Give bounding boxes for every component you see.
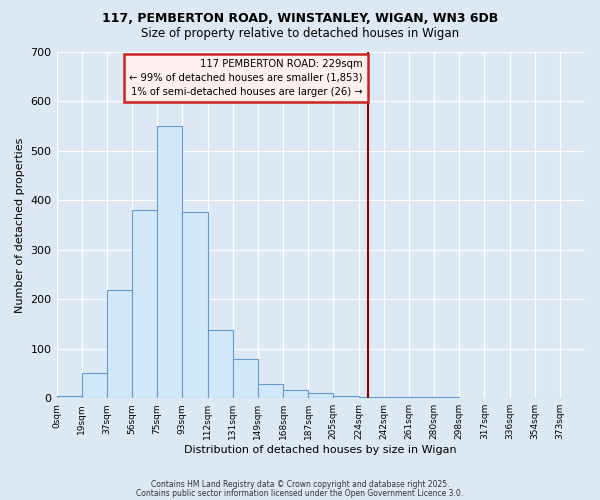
Bar [132, 210, 157, 398]
Bar [182, 212, 208, 398]
Bar [409, 397, 434, 398]
Bar [434, 397, 459, 398]
Bar [56, 396, 82, 398]
Bar [334, 396, 359, 398]
Bar [383, 397, 409, 398]
Text: 117, PEMBERTON ROAD, WINSTANLEY, WIGAN, WN3 6DB: 117, PEMBERTON ROAD, WINSTANLEY, WIGAN, … [102, 12, 498, 26]
Text: Contains public sector information licensed under the Open Government Licence 3.: Contains public sector information licen… [136, 488, 464, 498]
Bar [82, 374, 107, 398]
X-axis label: Distribution of detached houses by size in Wigan: Distribution of detached houses by size … [184, 445, 457, 455]
Text: Size of property relative to detached houses in Wigan: Size of property relative to detached ho… [141, 28, 459, 40]
Bar [283, 390, 308, 398]
Bar [233, 358, 258, 398]
Y-axis label: Number of detached properties: Number of detached properties [15, 137, 25, 312]
Bar [308, 394, 334, 398]
Bar [157, 126, 182, 398]
Text: 117 PEMBERTON ROAD: 229sqm
← 99% of detached houses are smaller (1,853)
1% of se: 117 PEMBERTON ROAD: 229sqm ← 99% of deta… [129, 59, 362, 97]
Text: Contains HM Land Registry data © Crown copyright and database right 2025.: Contains HM Land Registry data © Crown c… [151, 480, 449, 489]
Bar [107, 290, 132, 398]
Bar [359, 396, 383, 398]
Bar [258, 384, 283, 398]
Bar [208, 330, 233, 398]
